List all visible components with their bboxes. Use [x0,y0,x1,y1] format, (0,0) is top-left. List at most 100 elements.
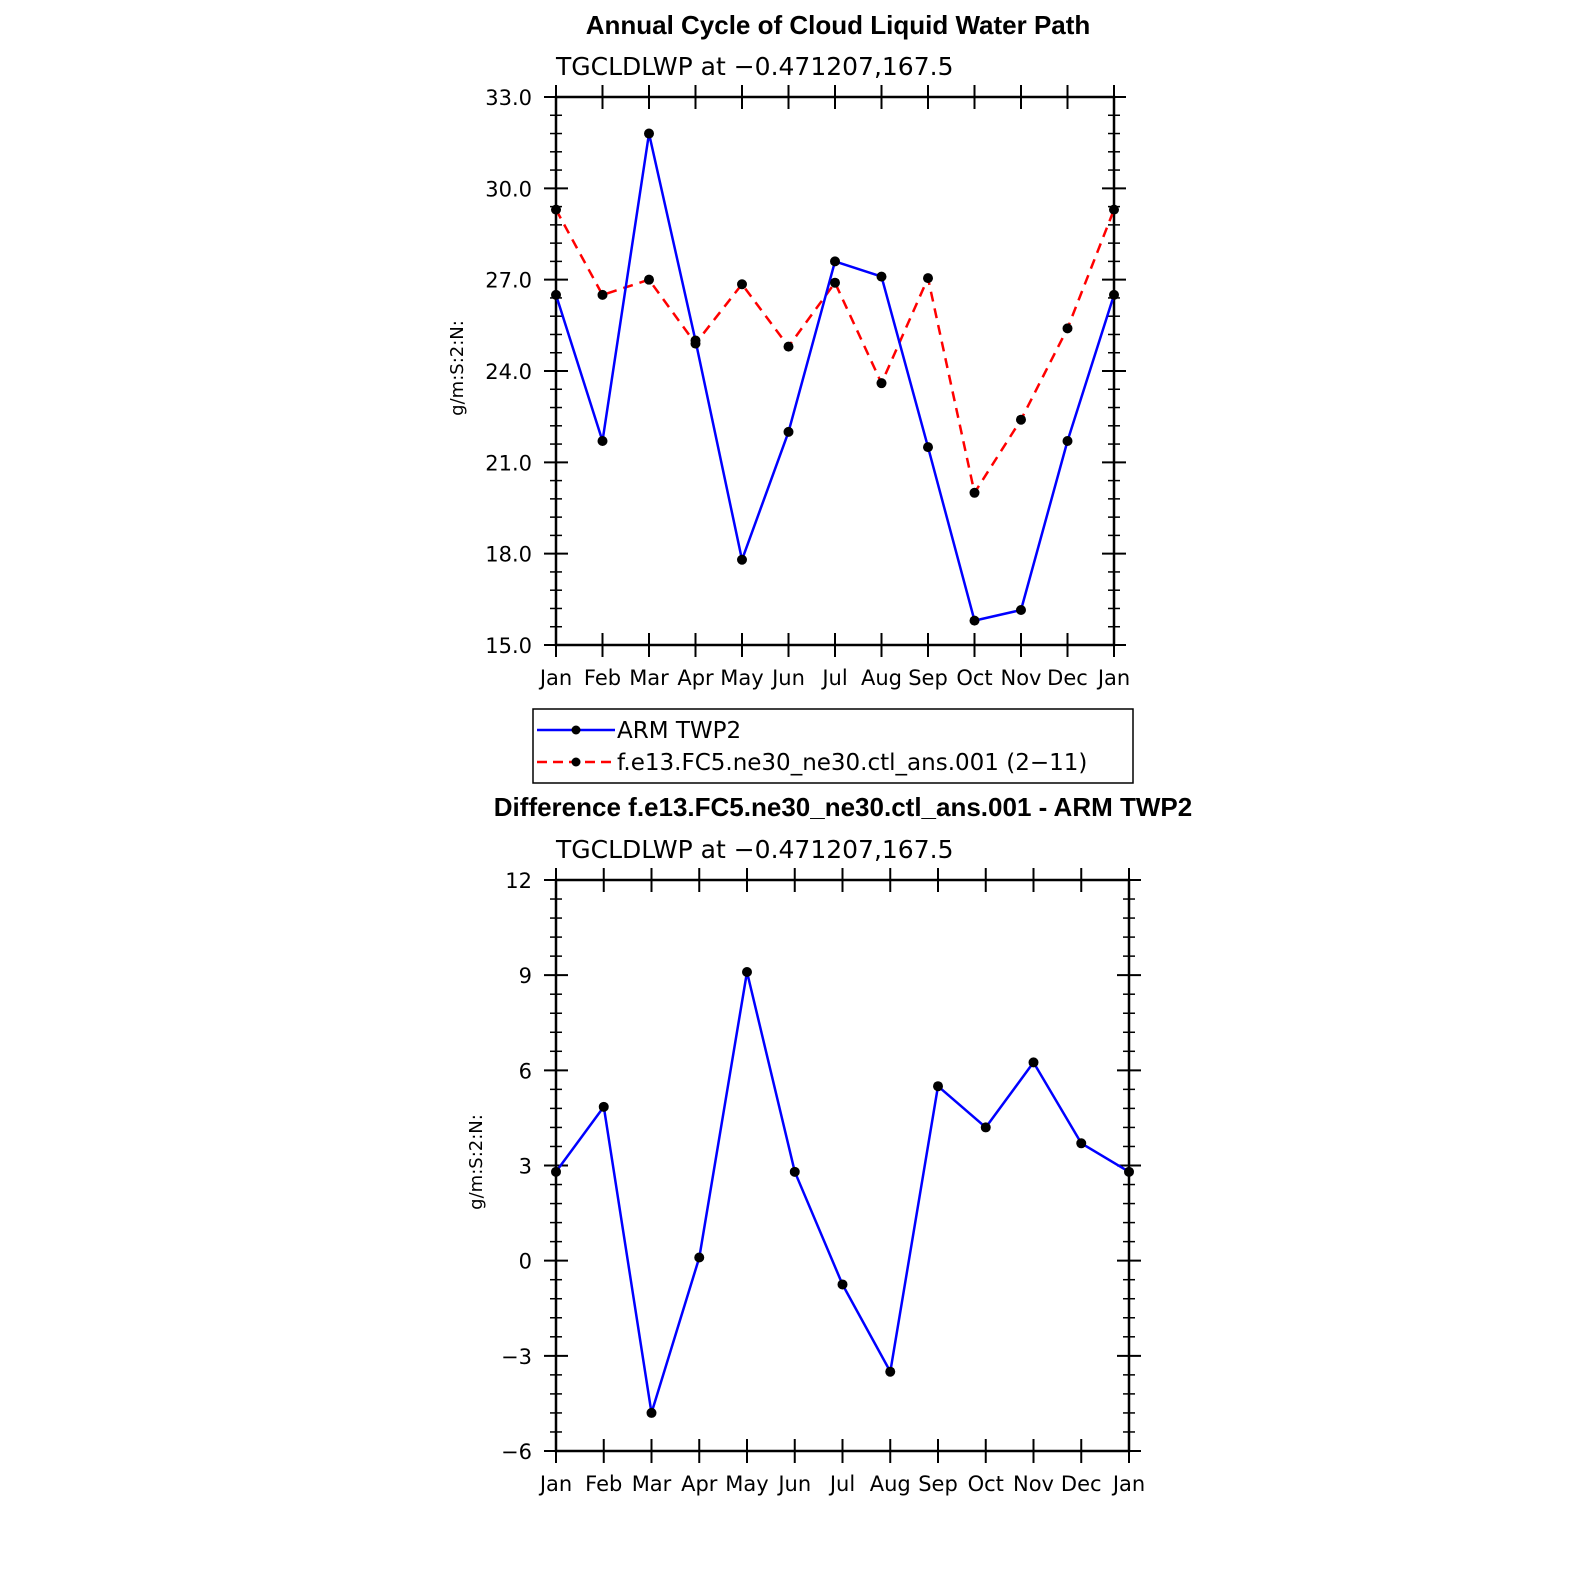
y-tick-label: 30.0 [485,177,532,201]
y-tick-label: 21.0 [485,451,532,475]
x-tick-label: Oct [968,1472,1004,1496]
axes [544,868,1141,1463]
data-point [644,274,654,285]
legend-box [532,708,1134,784]
data-point [830,256,840,267]
data-point [737,554,747,565]
x-tick-label: Apr [681,1472,718,1496]
data-point [1062,436,1073,447]
plot-frame [554,95,1116,647]
annual-cycle-chart: Annual Cycle of Cloud Liquid Water Path … [447,10,1130,690]
data-point [1016,604,1026,615]
data-point [783,426,794,437]
difference-chart: Difference f.e13.FC5.ne30_ne30.ctl_ans.0… [466,792,1192,1496]
x-tick-label: Nov [1001,666,1042,690]
data-point [598,1101,609,1112]
x-tick-label: Jan [1096,666,1130,690]
y-tick-label: 0 [519,1250,532,1274]
data-point [644,128,654,139]
data-point [1028,1057,1039,1068]
data-point [551,289,561,300]
x-tick-label: Jul [828,1472,855,1496]
data-point [969,487,980,498]
chart-title: Annual Cycle of Cloud Liquid Water Path [586,10,1091,40]
y-tick-label: 18.0 [485,543,532,567]
data-point [1109,289,1119,300]
y-tick-label: 24.0 [485,360,532,384]
data-point [737,279,747,290]
y-tick-label: 6 [519,1059,532,1083]
legend: ARM TWP2 f.e13.FC5.ne30_ne30.ctl_ans.001… [532,708,1134,784]
y-axis-label: g/m:S:2:N: [447,320,468,416]
data-point [837,1279,848,1290]
data-point [923,442,933,453]
data-point [1109,204,1119,215]
x-tick-label: Jan [538,666,572,690]
x-tick-label: Jul [820,666,847,690]
x-tick-label: May [725,1472,768,1496]
data-point [969,615,980,626]
data-point [933,1081,943,1092]
legend-marker-arm [571,725,581,735]
data-point [551,1166,561,1177]
y-tick-label: −3 [501,1345,532,1369]
series-line [554,132,1116,622]
x-tick-label: Aug [870,1472,911,1496]
x-tick-label: Feb [585,1472,622,1496]
data-point [1062,323,1073,334]
y-tick-label: −6 [501,1440,532,1464]
data-point [694,1252,705,1263]
data-point [885,1366,896,1377]
legend-label-model: f.e13.FC5.ne30_ne30.ctl_ans.001 (2−11) [617,750,1087,776]
x-tick-labels: Jan Feb Mar Apr May Jun Jul Aug Sep Oct Nov Dec Jan [538,1472,1145,1496]
data-point [551,204,561,215]
y-tick-label: 3 [519,1155,532,1179]
y-tick-labels: 15.0 18.0 21.0 24.0 27.0 30.0 33.0 [485,86,532,658]
y-tick-label: 9 [519,964,532,988]
legend-marker-model [571,757,581,767]
chart-subtitle: TGCLDLWP at −0.471207,167.5 [555,835,953,864]
data-point [646,1407,657,1418]
x-tick-label: Nov [1013,1472,1054,1496]
data-point [830,277,840,288]
data-point [742,966,752,977]
plot-frame [554,878,1131,1453]
x-tick-label: Dec [1061,1472,1102,1496]
x-tick-label: Dec [1047,666,1088,690]
y-tick-label: 12 [505,869,532,893]
data-point [1076,1138,1087,1149]
x-tick-label: Mar [629,666,669,690]
y-tick-label: 33.0 [485,86,532,110]
x-tick-label: Jan [1111,1472,1145,1496]
data-point [783,341,794,352]
axes [544,85,1126,657]
x-tick-label: Jun [770,666,805,690]
x-tick-label: Jan [538,1472,572,1496]
legend-label-arm: ARM TWP2 [617,718,741,744]
x-tick-label: Aug [861,666,902,690]
x-tick-label: Mar [632,1472,672,1496]
x-tick-label: Jun [776,1472,811,1496]
data-point [1016,414,1026,425]
series-layer [551,128,1119,626]
data-point [1124,1166,1134,1177]
series-line [554,209,1116,495]
data-point [597,289,608,300]
data-point [690,338,701,349]
y-tick-label: 15.0 [485,634,532,658]
x-tick-label: Feb [584,666,621,690]
series-layer [551,966,1134,1418]
x-tick-labels: Jan Feb Mar Apr May Jun Jul Aug Sep Oct Nov Dec Jan [538,666,1130,690]
x-tick-label: Oct [956,666,992,690]
y-tick-labels: −6 −3 0 3 6 9 12 [501,869,532,1464]
series-line [554,970,1130,1415]
data-point [597,436,608,447]
x-tick-label: Apr [677,666,714,690]
y-axis-label: g/m:S:2:N: [466,1114,487,1210]
data-point [789,1166,800,1177]
x-tick-label: May [720,666,763,690]
chart-subtitle: TGCLDLWP at −0.471207,167.5 [555,52,953,81]
data-point [876,378,887,389]
data-point [923,273,933,284]
